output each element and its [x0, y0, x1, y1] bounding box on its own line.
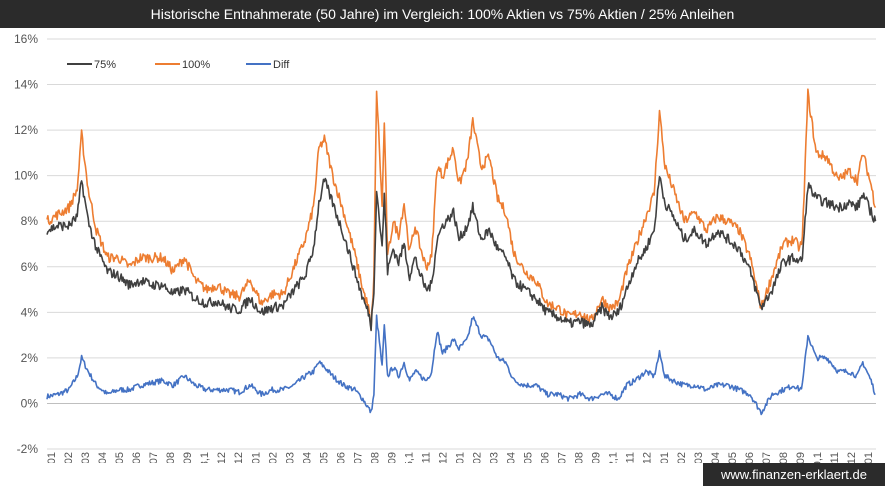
x-tick-label: 1901,12 — [216, 452, 228, 463]
x-tick-label: 1877,03 — [80, 452, 92, 463]
x-tick-label: 1988,03 — [693, 452, 705, 463]
legend-label: Diff — [273, 59, 290, 71]
x-tick-label: 2015,12 — [846, 452, 858, 463]
y-tick-label: 16% — [14, 32, 38, 46]
x-tick-label: 1963,07 — [557, 452, 569, 463]
x-tick-label: 1889,07 — [148, 452, 160, 463]
x-tick-label: 1935,1 — [403, 452, 415, 463]
x-tick-label: 1994,05 — [727, 452, 739, 463]
legend-label: 100% — [182, 59, 210, 71]
x-tick-label: 2012,11 — [829, 452, 841, 463]
x-tick-label: 1892,08 — [165, 452, 177, 463]
y-tick-label: 4% — [21, 305, 39, 319]
y-tick-label: 14% — [14, 78, 38, 92]
x-tick-label: 1966,08 — [574, 452, 586, 463]
x-tick-label: 1920,05 — [318, 452, 330, 463]
x-tick-label: 2019,01 — [863, 452, 875, 463]
x-tick-label: 1978,12 — [642, 452, 654, 463]
x-tick-label: 1948,02 — [472, 452, 484, 463]
x-tick-label: 1982,01 — [659, 452, 671, 463]
x-tick-label: 1997,06 — [744, 452, 756, 463]
series-line-75 — [46, 176, 877, 332]
x-tick-label: 2006,09 — [795, 452, 807, 463]
x-tick-label: 1908,01 — [250, 452, 262, 463]
x-tick-label: 1991,04 — [710, 452, 722, 463]
x-tick-label: 1926,07 — [352, 452, 364, 463]
x-tick-label: 1883,05 — [114, 452, 126, 463]
gridlines — [47, 38, 876, 450]
x-tick-label: 1945,01 — [455, 452, 467, 463]
legend-label: 75% — [94, 59, 116, 71]
line-chart: -2% 0% 2% 4% 6% 8% 10% 12% 14% 16% 1871,01 1874,02… — [14, 32, 877, 463]
x-tick-label: 1880,04 — [97, 452, 109, 463]
x-tick-label: 1957,05 — [523, 452, 535, 463]
y-axis-ticks: -2% 0% 2% 4% 6% 8% 10% 12% 14% 16% — [14, 32, 38, 456]
x-tick-label: 1969,09 — [591, 452, 603, 463]
x-tick-label: 1932,09 — [386, 452, 398, 463]
x-tick-label: 1871,01 — [46, 452, 58, 463]
y-tick-label: 10% — [14, 169, 38, 183]
y-tick-label: 8% — [21, 214, 39, 228]
x-tick-label: 1929,08 — [369, 452, 381, 463]
x-tick-label: 1985,02 — [676, 452, 688, 463]
series-line-diff — [46, 314, 876, 416]
legend: 75% 100% Diff — [67, 59, 290, 71]
x-tick-label: 1960,06 — [540, 452, 552, 463]
x-tick-label: 1941,12 — [437, 452, 449, 463]
series-lines — [46, 88, 877, 416]
x-tick-label: 2009,1 — [812, 452, 824, 463]
x-axis-ticks: 1871,01 1874,02 1877,03 1880,04 1883,05 1886,… — [46, 452, 875, 463]
x-tick-label: 1898,1 — [199, 452, 211, 463]
x-tick-label: 1975,11 — [625, 452, 637, 463]
x-tick-label: 1954,04 — [506, 452, 518, 463]
y-tick-label: 2% — [21, 351, 39, 365]
x-tick-label: 1951,03 — [489, 452, 501, 463]
x-tick-label: 2000,07 — [761, 452, 773, 463]
x-tick-label: 2003,08 — [778, 452, 790, 463]
y-tick-label: 6% — [21, 260, 39, 274]
x-tick-label: 1874,02 — [63, 452, 75, 463]
x-tick-label: 1972,1 — [608, 452, 620, 463]
x-tick-label: 1938,11 — [420, 452, 432, 463]
chart-title: Historische Entnahmerate (50 Jahre) im V… — [0, 0, 885, 28]
x-tick-label: 1914,03 — [284, 452, 296, 463]
x-tick-label: 1911,02 — [267, 452, 279, 463]
series-line-100 — [46, 88, 877, 331]
x-tick-label: 1886,06 — [131, 452, 143, 463]
y-tick-label: 0% — [21, 396, 39, 410]
x-tick-label: 1904,12 — [233, 452, 245, 463]
x-tick-label: 1917,04 — [301, 452, 313, 463]
y-tick-label: -2% — [17, 442, 39, 456]
x-tick-label: 1895,09 — [182, 452, 194, 463]
x-tick-label: 1923,06 — [335, 452, 347, 463]
y-tick-label: 12% — [14, 123, 38, 137]
website-footer: www.finanzen-erklaert.de — [703, 463, 885, 486]
